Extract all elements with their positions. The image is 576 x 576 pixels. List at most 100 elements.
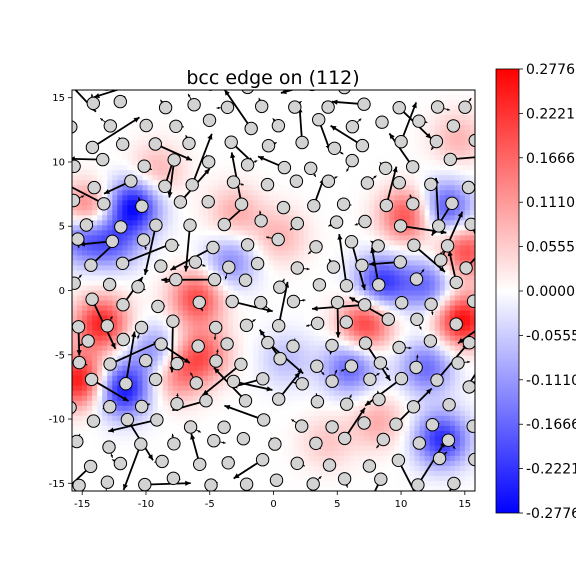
- field-cell: [187, 235, 194, 241]
- field-cell: [263, 330, 270, 337]
- field-cell: [248, 115, 254, 121]
- field-cell: [102, 180, 108, 186]
- field-cell: [137, 305, 144, 312]
- field-cell: [97, 410, 103, 417]
- field-cell: [187, 120, 194, 126]
- field-cell: [117, 110, 123, 116]
- field-cell: [233, 280, 239, 287]
- field-cell: [77, 255, 83, 262]
- field-cell: [177, 370, 184, 377]
- field-cell: [333, 315, 340, 322]
- field-cell: [374, 165, 380, 171]
- field-cell: [92, 475, 98, 482]
- field-cell: [213, 370, 219, 377]
- field-cell: [313, 290, 320, 297]
- field-cell: [328, 360, 335, 367]
- field-cell: [273, 410, 280, 417]
- field-cell: [122, 365, 129, 372]
- field-cell: [162, 425, 169, 432]
- field-cell: [112, 250, 118, 257]
- field-cell: [122, 105, 129, 111]
- field-cell: [97, 175, 103, 181]
- field-cell: [308, 115, 315, 121]
- field-cell: [82, 250, 88, 257]
- field-cell: [303, 485, 310, 491]
- field-cell: [253, 435, 259, 442]
- field-cell: [359, 245, 365, 251]
- field-cell: [364, 200, 370, 206]
- field-cell: [283, 460, 290, 467]
- field-cell: [298, 410, 305, 417]
- field-cell: [293, 115, 300, 121]
- field-cell: [192, 355, 199, 362]
- field-cell: [137, 310, 144, 317]
- field-cell: [354, 295, 360, 302]
- field-cell: [223, 245, 229, 251]
- field-cell: [72, 300, 78, 307]
- field-cell: [132, 165, 139, 171]
- field-cell: [248, 390, 254, 397]
- field-cell: [303, 440, 310, 447]
- field-cell: [162, 115, 169, 121]
- field-cell: [268, 290, 275, 297]
- field-cell: [369, 270, 375, 277]
- field-cell: [293, 255, 300, 262]
- field-cell: [288, 145, 295, 151]
- field-cell: [359, 310, 365, 317]
- field-cell: [283, 410, 290, 417]
- field-cell: [162, 370, 169, 377]
- field-cell: [308, 465, 315, 472]
- field-cell: [112, 205, 118, 211]
- field-cell: [182, 240, 189, 246]
- field-cell: [213, 150, 219, 156]
- field-cell: [288, 435, 295, 442]
- field-cell: [137, 150, 144, 156]
- field-cell: [303, 410, 310, 417]
- field-cell: [102, 240, 108, 246]
- field-cell: [253, 205, 259, 211]
- field-cell: [102, 295, 108, 302]
- field-cell: [308, 250, 315, 257]
- field-cell: [228, 155, 234, 161]
- field-cell: [364, 310, 370, 317]
- field-cell: [228, 320, 234, 327]
- field-cell: [303, 210, 310, 216]
- field-cell: [202, 470, 209, 477]
- field-cell: [273, 150, 280, 156]
- field-cell: [248, 145, 254, 151]
- field-cell: [328, 485, 335, 491]
- field-cell: [177, 425, 184, 432]
- field-cell: [278, 445, 285, 452]
- field-cell: [92, 435, 98, 442]
- field-cell: [364, 315, 370, 322]
- field-cell: [157, 285, 164, 292]
- field-cell: [328, 165, 335, 171]
- field-cell: [248, 355, 254, 362]
- field-cell: [177, 165, 184, 171]
- field-cell: [97, 445, 103, 452]
- field-cell: [293, 335, 300, 342]
- field-cell: [308, 120, 315, 126]
- field-cell: [344, 130, 350, 136]
- field-cell: [82, 235, 88, 241]
- field-cell: [288, 455, 295, 462]
- field-cell: [333, 325, 340, 332]
- field-cell: [172, 330, 179, 337]
- field-cell: [298, 400, 305, 407]
- field-cell: [298, 480, 305, 487]
- field-cell: [152, 455, 159, 462]
- field-cell: [112, 295, 118, 302]
- field-cell: [187, 470, 194, 477]
- field-cell: [263, 425, 270, 432]
- field-cell: [293, 415, 300, 422]
- field-cell: [268, 310, 275, 317]
- field-cell: [137, 140, 144, 146]
- field-cell: [218, 100, 224, 106]
- field-cell: [197, 440, 204, 447]
- field-cell: [187, 360, 194, 367]
- field-cell: [127, 195, 134, 201]
- field-cell: [218, 165, 224, 171]
- field-cell: [127, 220, 134, 226]
- field-cell: [92, 135, 98, 141]
- field-cell: [87, 285, 93, 292]
